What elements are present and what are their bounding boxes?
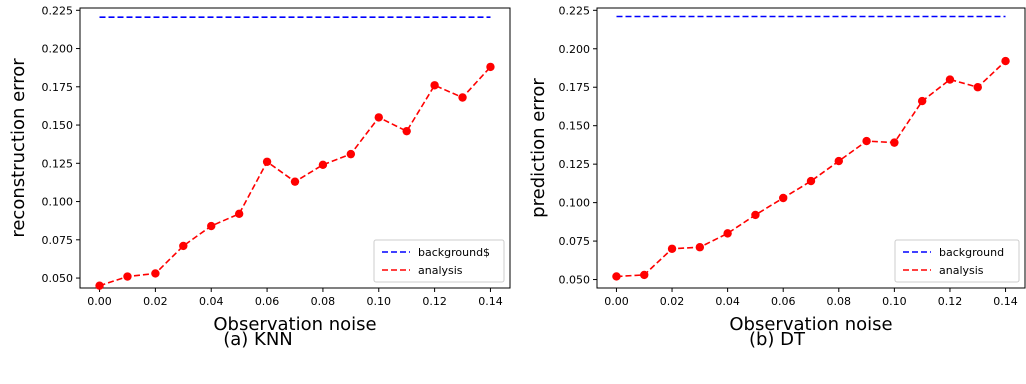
data-point (95, 281, 104, 290)
x-tick-label: 0.06 (771, 295, 796, 308)
panel-caption: (b) DT (749, 329, 806, 350)
data-point (207, 221, 216, 231)
legend-label: analysis (939, 264, 984, 277)
x-tick-label: 0.10 (367, 295, 392, 308)
y-tick-label: 0.075 (559, 235, 591, 248)
x-tick-label: 0.04 (715, 295, 740, 308)
y-tick-label: 0.200 (559, 43, 591, 56)
data-point (945, 75, 955, 84)
x-tick-label: 0.14 (478, 295, 503, 308)
y-tick-label: 0.150 (559, 120, 591, 133)
legend: background$ analysis (373, 239, 505, 283)
data-point (973, 83, 982, 92)
legend-label: background (939, 246, 1004, 259)
plot-frame (79, 7, 511, 289)
data-point (1001, 56, 1010, 66)
legend-label: analysis (418, 264, 463, 277)
y-tick-label: 0.225 (42, 4, 74, 17)
y-axis-label: prediction error (528, 78, 549, 218)
y-tick-label: 0.200 (42, 43, 74, 56)
x-tick-label: 0.12 (938, 295, 963, 308)
y-tick-label: 0.175 (559, 81, 591, 94)
y-tick-label: 0.150 (42, 119, 74, 132)
chart-panel-2: 0.00 0.02 0.04 0.06 0.08 0.10 0.12 0.14 0.050 0.0… (528, 4, 1026, 350)
x-tick-label: 0.08 (311, 295, 336, 308)
y-tick-label: 0.100 (42, 196, 74, 209)
data-point (695, 243, 705, 252)
data-point (890, 138, 899, 147)
data-point (667, 244, 677, 253)
data-point (234, 209, 244, 218)
data-point (402, 126, 411, 136)
y-tick-label: 0.050 (42, 272, 74, 285)
data-point (290, 177, 300, 186)
data-point (917, 96, 927, 106)
data-point (806, 176, 816, 186)
y-tick-label: 0.100 (559, 197, 591, 210)
x-tick-label: 0.14 (993, 295, 1018, 308)
y-tick-label: 0.125 (42, 157, 74, 170)
x-tick-label: 0.04 (199, 295, 224, 308)
x-tick-label: 0.08 (827, 295, 852, 308)
legend-label: background$ (418, 246, 490, 259)
x-tick-label: 0.02 (143, 295, 168, 308)
data-point (751, 210, 760, 220)
y-tick-label: 0.225 (559, 4, 591, 17)
data-point (123, 272, 132, 281)
data-point (374, 113, 383, 122)
legend-box (894, 239, 1020, 283)
x-axis-label: Observation noise (213, 314, 376, 335)
data-point (430, 81, 439, 90)
data-point (640, 270, 649, 280)
x-tick-label: 0.02 (660, 295, 685, 308)
data-point (262, 157, 272, 166)
y-tick-label: 0.175 (42, 81, 74, 94)
data-point (179, 241, 188, 251)
data-point (612, 272, 621, 281)
legend-box (373, 239, 505, 283)
data-point (458, 93, 467, 102)
x-tick-label: 0.00 (604, 295, 629, 308)
y-tick-label: 0.125 (559, 158, 591, 171)
y-tick-label: 0.050 (559, 274, 591, 287)
data-point (779, 193, 788, 203)
x-tick-label: 0.10 (882, 295, 907, 308)
panel-caption: (a) KNN (223, 329, 293, 350)
data-point (834, 156, 843, 166)
data-point (486, 62, 495, 72)
legend: background analysis (894, 239, 1020, 283)
x-tick-label: 0.06 (255, 295, 280, 308)
plot-frame (596, 7, 1026, 289)
x-axis-label: Observation noise (729, 314, 892, 335)
y-axis-label: reconstruction error (8, 58, 29, 238)
data-point (151, 269, 160, 278)
chart-panel-1: 0.00 0.02 0.04 0.06 0.08 0.10 0.12 0.14 0.050 0.0… (8, 4, 511, 350)
data-point (862, 136, 871, 146)
data-point (723, 229, 732, 238)
data-point (346, 149, 356, 159)
x-tick-label: 0.00 (87, 295, 112, 308)
data-point (318, 160, 328, 170)
series-line-analysis (616, 60, 1007, 278)
x-tick-label: 0.12 (422, 295, 447, 308)
y-tick-label: 0.075 (42, 234, 74, 247)
